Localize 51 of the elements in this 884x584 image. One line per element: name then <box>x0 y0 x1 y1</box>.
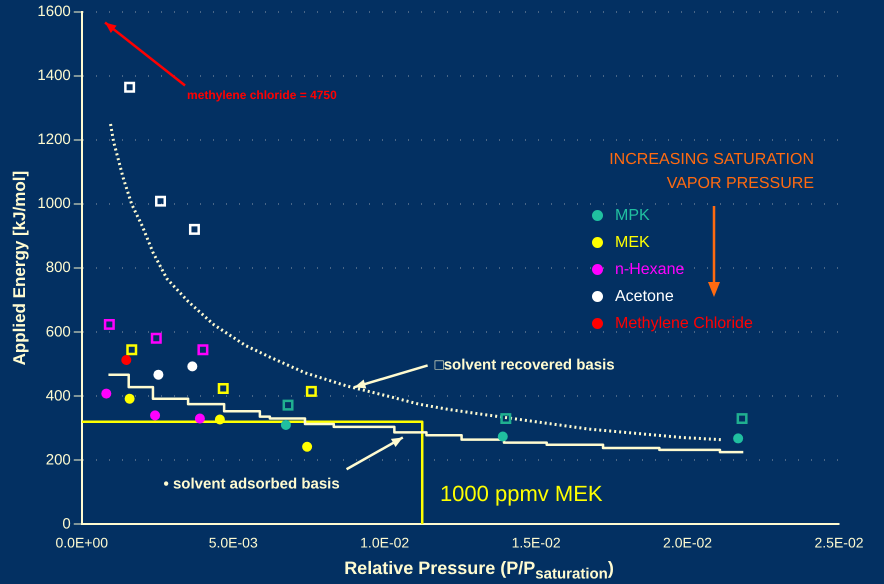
y-tick-label: 800 <box>46 259 71 276</box>
point <box>302 442 312 452</box>
point <box>126 344 138 356</box>
point <box>197 344 208 356</box>
legend-label: MEK <box>615 234 650 252</box>
y-tick-label: 1600 <box>37 3 71 20</box>
y-tick-label: 1400 <box>37 67 71 84</box>
x-tick-label: 0.0E+00 <box>55 534 108 550</box>
point <box>214 414 225 425</box>
point <box>306 386 317 397</box>
point <box>218 382 229 394</box>
legend-label: Acetone <box>615 288 674 306</box>
legend-label: MPK <box>615 206 650 224</box>
annotation: methylene chloride = 4750 <box>187 88 338 102</box>
x-tick-label: 1.5E-02 <box>512 534 561 550</box>
point <box>124 394 135 404</box>
x-tick-label: 1.0E-02 <box>360 534 410 550</box>
point <box>124 82 136 93</box>
y-tick-label: 600 <box>46 323 71 340</box>
point <box>500 413 512 424</box>
point <box>150 332 162 344</box>
annotation: □solvent recovered basis <box>434 356 615 374</box>
x-tick-label: 2.5E-02 <box>814 534 864 550</box>
point <box>188 224 200 235</box>
point <box>736 413 748 424</box>
legend-title: INCREASING SATURATION VAPOR PRESSURE <box>608 150 814 194</box>
point <box>194 414 205 424</box>
point <box>280 420 291 430</box>
x-axis-title: Relative Pressure (P/P$_{saturation}$) <box>343 558 615 583</box>
point <box>104 318 115 330</box>
y-tick-label: 0 <box>62 515 71 532</box>
point <box>498 431 508 442</box>
point <box>153 370 164 380</box>
point <box>121 354 132 365</box>
x-tick-label: 2.0E-02 <box>663 534 712 550</box>
legend-label: n-Hexane <box>615 260 684 278</box>
x-tick-label: 5.0E-03 <box>208 534 258 550</box>
point <box>155 196 166 207</box>
point <box>187 361 198 372</box>
point <box>101 388 112 399</box>
annotation: • solvent adsorbed basis <box>164 475 340 492</box>
y-tick-label: 200 <box>46 451 71 468</box>
y-tick-label: 1000 <box>37 195 71 212</box>
y-tick-label: 1200 <box>37 131 71 148</box>
point <box>150 410 160 420</box>
point <box>733 433 744 444</box>
point <box>282 400 294 411</box>
annotation: 1000 ppmv MEK <box>440 481 603 506</box>
y-tick-label: 400 <box>46 387 71 404</box>
legend-label: Methylene Chloride <box>615 314 753 332</box>
y-axis-title: Applied Energy [kJ/mol] <box>10 170 29 366</box>
